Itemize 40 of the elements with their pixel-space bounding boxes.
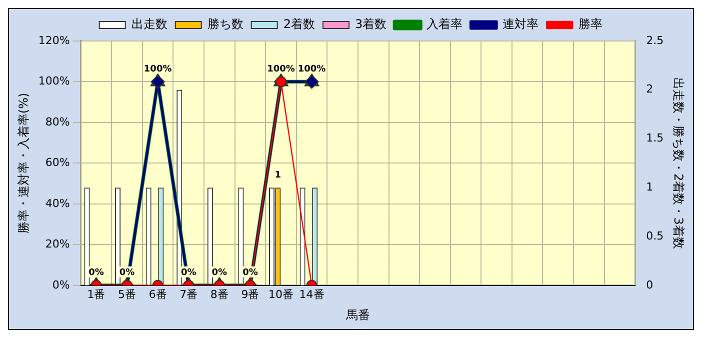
y2-tick-label: 1 (646, 180, 654, 194)
x-tick-label: 6番 (148, 288, 167, 301)
legend-label: 勝率 (578, 17, 603, 32)
y2-axis-title: 出走数・勝ち数・2着数・3着数 (672, 78, 686, 249)
data-label: 1 (274, 170, 282, 180)
y2-tick-label: 2.5 (646, 34, 664, 47)
y-tick-label: 100% (38, 74, 70, 88)
x-tick-label: 1番 (87, 288, 106, 301)
legend-label: 3着数 (355, 17, 387, 32)
y2-tick-label: 0.5 (646, 229, 664, 242)
x-tick-label: 9番 (241, 288, 260, 301)
y2-tick-label: 2 (646, 82, 654, 96)
data-label: 100% (267, 64, 295, 75)
y-tick-label: 80% (45, 115, 70, 128)
data-label: 0% (242, 268, 258, 278)
legend-label: 連対率 (502, 17, 539, 32)
y-tick-label: 0% (52, 278, 70, 292)
x-tick-label: 8番 (210, 288, 228, 301)
x-tick-label: 5番 (118, 288, 136, 301)
y-axis-title: 勝率・連対率・入着率(%) (16, 92, 30, 234)
y2-tick-label: 0 (646, 278, 654, 292)
y-tick-label: 60% (45, 156, 70, 170)
data-label: 0% (119, 268, 135, 278)
data-label: 0% (180, 268, 196, 278)
legend-label: 出走数 (131, 17, 168, 32)
x-tick-label: 10番 (268, 288, 294, 301)
x-tick-label: 7番 (180, 288, 198, 301)
legend-label: 勝ち数 (207, 17, 244, 32)
data-label: 100% (298, 64, 326, 75)
data-label: 100% (144, 64, 172, 75)
data-label: 0% (88, 268, 104, 278)
y-tick-label: 120% (38, 34, 70, 47)
y2-tick-label: 1.5 (646, 132, 664, 145)
data-label: 0% (212, 268, 228, 278)
legend-label: 2着数 (283, 17, 316, 32)
x-tick-label: 14番 (299, 288, 324, 301)
y-tick-label: 40% (45, 196, 70, 210)
y-tick-label: 20% (45, 238, 70, 251)
legend-label: 入着率 (426, 17, 463, 32)
x-axis-title: 馬番 (344, 308, 370, 322)
